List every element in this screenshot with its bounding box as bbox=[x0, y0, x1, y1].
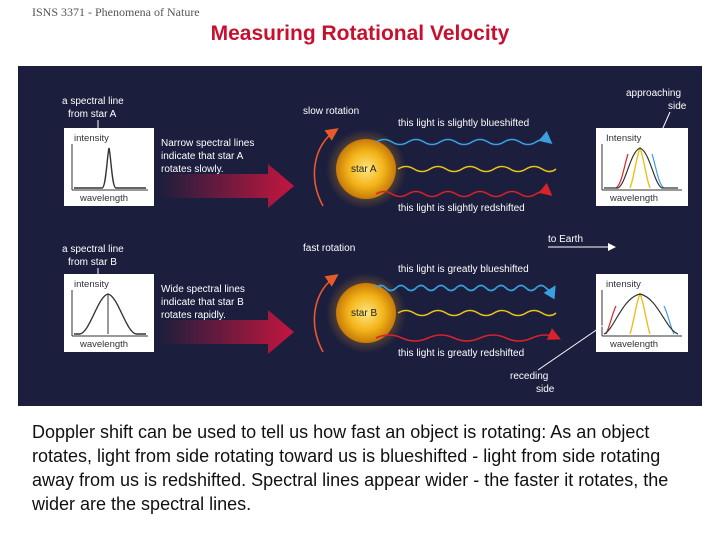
bottom-right-wavelength-label: wavelength bbox=[609, 339, 658, 350]
course-label: ISNS 3371 - Phenomena of Nature bbox=[32, 5, 200, 19]
top-left-narrow-line-profile bbox=[74, 147, 146, 189]
top-rotation-label: slow rotation bbox=[303, 106, 359, 117]
top-blueshift-label: this light is slightly blueshifted bbox=[398, 118, 529, 129]
top-left-intensity-label: intensity bbox=[74, 133, 109, 144]
top-left-wavelength-label: wavelength bbox=[79, 193, 128, 204]
bottom-panel: a spectral line from star B intensity wa… bbox=[62, 234, 688, 395]
top-spectral-line-label-2: from star A bbox=[68, 109, 117, 120]
top-yellow-wave bbox=[397, 165, 557, 173]
star-a-label: star A bbox=[351, 164, 377, 175]
top-right-spectrum-box bbox=[596, 128, 688, 206]
top-left-spectrum-box bbox=[64, 128, 154, 206]
bottom-spectral-line-label-1: a spectral line bbox=[62, 244, 124, 255]
star-b-label: star B bbox=[351, 308, 377, 319]
to-earth-label: to Earth bbox=[548, 234, 583, 245]
bottom-blue-wave bbox=[375, 284, 556, 300]
top-big-arrow bbox=[158, 164, 294, 208]
top-note-2: indicate that star A bbox=[161, 151, 244, 162]
top-spectral-line-label-1: a spectral line bbox=[62, 96, 124, 107]
bottom-rotation-label: fast rotation bbox=[303, 243, 355, 254]
top-note-3: rotates slowly. bbox=[161, 164, 224, 175]
top-note-1: Narrow spectral lines bbox=[161, 138, 254, 149]
bottom-right-spectrum-box bbox=[596, 274, 688, 352]
top-right-wavelength-label: wavelength bbox=[609, 193, 658, 204]
bottom-note-3: rotates rapidly. bbox=[161, 310, 226, 321]
receding-label-2: side bbox=[536, 384, 555, 395]
slide-title: Measuring Rotational Velocity bbox=[210, 22, 510, 45]
top-right-intensity-label: Intensity bbox=[606, 133, 642, 144]
receding-label-1: receding bbox=[510, 371, 548, 382]
top-red-wave bbox=[375, 182, 553, 198]
bottom-red-wave bbox=[375, 328, 561, 342]
receding-pointer bbox=[537, 321, 609, 371]
doppler-rotation-figure: a spectral line from star A intensity wa… bbox=[18, 66, 702, 406]
bottom-right-intensity-label: intensity bbox=[606, 279, 641, 290]
top-rotation-arrow bbox=[313, 128, 339, 207]
star-a bbox=[336, 139, 396, 199]
bottom-note-2: indicate that star B bbox=[161, 297, 244, 308]
bottom-left-intensity-label: intensity bbox=[74, 279, 109, 290]
bottom-left-wavelength-label: wavelength bbox=[79, 339, 128, 350]
bottom-rotation-arrow bbox=[313, 274, 339, 353]
slide-caption: Doppler shift can be used to tell us how… bbox=[32, 422, 669, 514]
bottom-right-line-profile bbox=[603, 293, 679, 335]
approaching-label-2: side bbox=[668, 101, 687, 112]
star-b bbox=[336, 283, 396, 343]
bottom-big-arrow bbox=[158, 310, 294, 354]
bottom-left-spectrum-box bbox=[64, 274, 154, 352]
top-right-line-profile bbox=[604, 147, 678, 189]
bottom-spectral-line-label-2: from star B bbox=[68, 257, 117, 268]
approaching-label-1: approaching bbox=[626, 88, 681, 99]
top-redshift-label: this light is slightly redshifted bbox=[398, 203, 525, 214]
top-panel: a spectral line from star A intensity wa… bbox=[62, 88, 688, 214]
top-blue-wave bbox=[375, 130, 553, 146]
bottom-blueshift-label: this light is greatly blueshifted bbox=[398, 264, 529, 275]
bottom-yellow-wave bbox=[397, 309, 557, 317]
bottom-redshift-label: this light is greatly redshifted bbox=[398, 348, 524, 359]
bottom-note-1: Wide spectral lines bbox=[161, 284, 245, 295]
